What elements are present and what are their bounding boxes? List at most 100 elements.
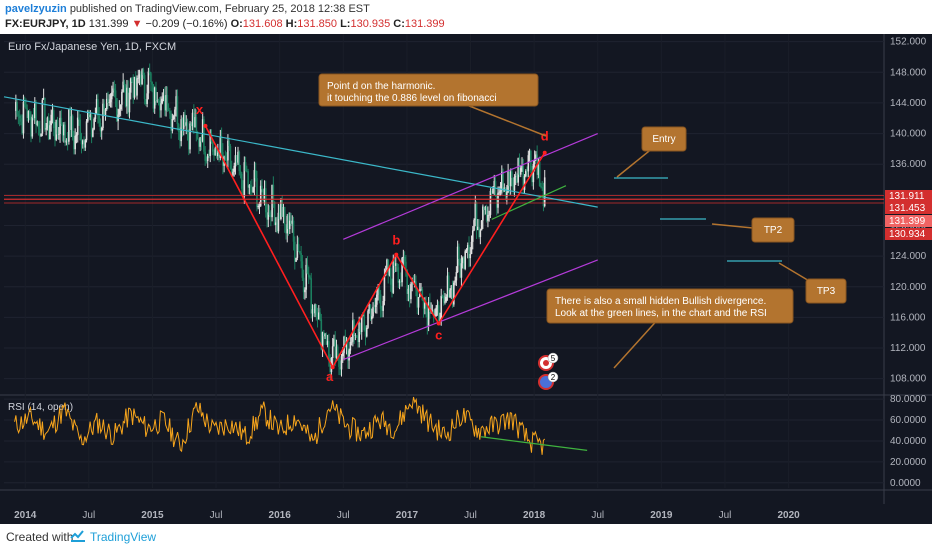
candle-body — [22, 102, 25, 134]
candle-body — [258, 205, 261, 207]
author-link[interactable]: pavelzyuzin — [5, 3, 67, 15]
chart-area[interactable]: 152.000148.000144.000140.000136.000132.0… — [0, 34, 932, 524]
candle-body — [300, 253, 302, 262]
candle-body — [107, 98, 109, 103]
candle-body — [403, 256, 406, 262]
candle-body — [325, 334, 328, 345]
candle-body — [396, 263, 398, 268]
price-tick-label: 112.000 — [890, 343, 926, 354]
candle-body — [374, 304, 377, 307]
candle-body — [217, 152, 219, 157]
candle-body — [93, 118, 95, 130]
candle-body — [488, 214, 490, 216]
candle-body — [521, 165, 523, 169]
candle-body — [478, 226, 480, 238]
candle-body — [108, 102, 111, 103]
main-chart-title: Euro Fx/Japanese Yen, 1D, FXCM — [8, 41, 176, 53]
candle-body — [98, 115, 100, 124]
candle-body — [253, 170, 256, 188]
candle-body — [33, 103, 36, 119]
harmonic-point-marker — [436, 321, 441, 326]
candle-body — [335, 346, 338, 358]
price-tick-label: 148.000 — [890, 67, 927, 78]
candle-body — [132, 81, 135, 98]
candle-body — [224, 156, 227, 161]
candle-body — [181, 119, 184, 129]
candle-body — [158, 100, 161, 111]
candle-body — [267, 212, 270, 220]
high-value: 131.850 — [297, 18, 337, 30]
candle-body — [248, 185, 251, 188]
candle-body — [360, 316, 363, 333]
candle-body — [186, 122, 189, 134]
candle-body — [254, 170, 257, 179]
candle-body — [292, 220, 295, 242]
callout-tp3-box — [805, 278, 847, 304]
candle-body — [533, 159, 536, 165]
harmonic-point-marker — [542, 150, 547, 155]
harmonic-point-marker — [330, 365, 335, 370]
candle-body — [229, 145, 232, 169]
candle-body — [288, 220, 291, 230]
harmonic-point-label-a: a — [326, 369, 334, 384]
candle-body — [174, 109, 176, 117]
candle-body — [90, 114, 93, 137]
chart-svg[interactable]: 152.000148.000144.000140.000136.000132.0… — [0, 34, 932, 524]
candle-body — [133, 76, 136, 98]
candle-body — [80, 140, 83, 145]
candle-body — [156, 100, 159, 102]
callout-divergence: There is also a small hidden Bullish div… — [546, 288, 794, 369]
candle-body — [537, 161, 540, 175]
candle-body — [227, 140, 229, 161]
price-tick-label: 140.000 — [890, 129, 927, 140]
callout-entry: Entry — [616, 126, 687, 178]
candle-body — [167, 110, 170, 112]
candle-body — [480, 220, 483, 231]
candle-body — [402, 256, 405, 258]
candle-body — [440, 295, 443, 321]
candle-body — [20, 118, 22, 122]
event-marker-5-count: 5 — [551, 354, 556, 363]
candle-body — [485, 207, 488, 221]
candle-body — [407, 288, 410, 294]
candle-body — [307, 273, 310, 278]
candle-body — [198, 138, 200, 147]
callout-divergence-text: Look at the green lines, in the chart an… — [555, 308, 767, 319]
candle-body — [538, 161, 541, 187]
price-label-value: 131.399 — [889, 216, 926, 227]
candle-body — [492, 188, 494, 194]
candle-body — [368, 304, 371, 311]
candle-body — [261, 185, 263, 190]
callout-tp2-text: TP2 — [764, 225, 783, 236]
candle-body — [63, 124, 65, 136]
candle-body — [524, 170, 527, 177]
price-label-bg — [885, 228, 932, 240]
time-tick-label: 2017 — [396, 510, 419, 521]
candle-body — [311, 309, 314, 314]
candle-body — [517, 158, 520, 183]
candle-body — [36, 121, 39, 126]
price-tick-label: 152.000 — [890, 37, 927, 48]
candle-body — [164, 95, 166, 111]
candle-body — [514, 176, 517, 177]
candle-body — [357, 336, 359, 343]
candle-body — [211, 141, 214, 152]
callout-entry-text: Entry — [652, 134, 675, 145]
candle-body — [145, 99, 147, 104]
candle-body — [152, 84, 155, 109]
candle-body — [530, 150, 532, 171]
candle-body — [540, 186, 542, 188]
candle-body — [251, 187, 253, 193]
candle-body — [165, 94, 167, 111]
candle-body — [394, 263, 397, 266]
callout-point-d-text: it touching the 0.886 level on fibonacci — [327, 93, 497, 104]
candle-body — [272, 184, 275, 202]
candle-body — [282, 207, 285, 217]
candle-body — [195, 117, 198, 133]
candle-body — [21, 121, 23, 134]
candle-body — [343, 336, 345, 354]
callout-entry-box — [641, 126, 687, 152]
tradingview-brand[interactable]: TradingView — [90, 530, 157, 544]
candle-body — [331, 346, 334, 359]
candle-body — [275, 222, 277, 226]
